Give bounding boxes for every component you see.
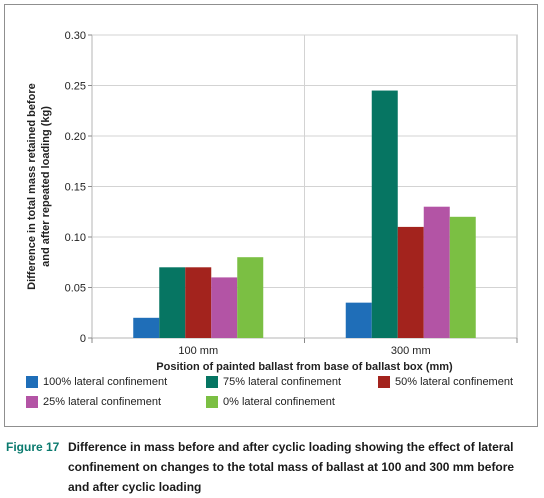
legend-swatch-0 xyxy=(206,396,218,408)
legend-swatch-25 xyxy=(26,396,38,408)
legend-swatch-100 xyxy=(26,376,38,388)
y-axis-label: Difference in total mass retained before xyxy=(26,83,38,290)
x-axis-label: Position of painted ballast from base of… xyxy=(156,361,453,373)
figure-number: Figure 17 xyxy=(6,440,60,454)
y-tick-label: 0.20 xyxy=(65,131,86,143)
bar xyxy=(237,257,264,338)
legend-label-50: 50% lateral confinement xyxy=(395,376,514,388)
y-tick-label: 0.05 xyxy=(65,283,86,295)
bar xyxy=(397,226,424,338)
bar xyxy=(423,206,450,338)
bar xyxy=(345,302,372,338)
bar xyxy=(185,267,212,338)
bar xyxy=(449,216,476,338)
x-tick-label: 300 mm xyxy=(391,345,431,357)
chart-frame xyxy=(4,4,538,427)
y-tick-label: 0.30 xyxy=(65,30,86,42)
bar-chart: 0 0.05 0.10 0.15 0.20 0.25 0.30 100 mm 300 mm Pos… xyxy=(26,30,518,373)
y-tick-label: 0.10 xyxy=(65,232,86,244)
bar xyxy=(133,317,160,338)
legend-label-0: 0% lateral confinement xyxy=(223,396,335,408)
y-axis-label: and after repeated loading (kg) xyxy=(40,106,52,267)
y-tick-label: 0 xyxy=(80,333,86,345)
y-tick-label: 0.15 xyxy=(65,182,86,194)
bar xyxy=(211,277,238,338)
y-tick-label: 0.25 xyxy=(65,81,86,93)
legend-swatch-50 xyxy=(378,376,390,388)
x-tick-label: 100 mm xyxy=(178,345,218,357)
bar xyxy=(371,90,398,338)
legend-label-25: 25% lateral confinement xyxy=(43,396,162,408)
legend-label-75: 75% lateral confinement xyxy=(223,376,342,388)
figure-caption-text: Difference in mass before and after cycl… xyxy=(68,440,515,494)
bar xyxy=(159,267,186,338)
legend-swatch-75 xyxy=(206,376,218,388)
legend-label-100: 100% lateral confinement xyxy=(43,376,168,388)
